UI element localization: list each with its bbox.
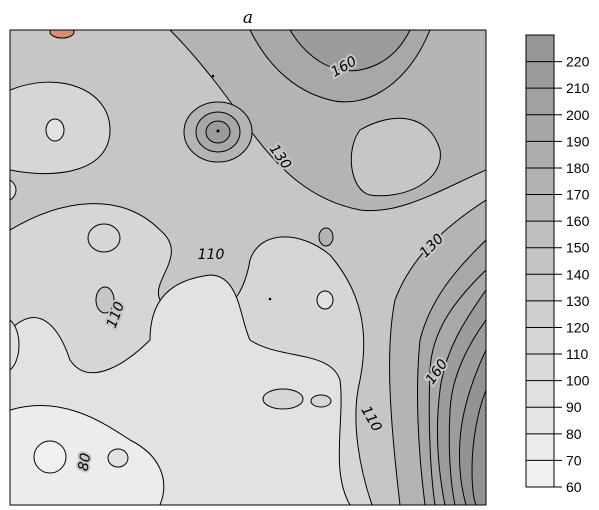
colorbar-band — [526, 35, 554, 62]
colorbar-band — [526, 88, 554, 116]
colorbar-band — [526, 274, 554, 302]
colorbar-tick-label: 110 — [566, 346, 589, 362]
colorbar-tick-label: 140 — [566, 266, 590, 282]
colorbar-tick-label: 80 — [566, 426, 582, 442]
hill-peak — [216, 129, 220, 133]
pocket-1 — [87, 223, 121, 253]
isoline-east-2 — [448, 319, 486, 505]
colorbar-band — [526, 167, 554, 195]
colorbar-tick-label: 120 — [566, 319, 590, 335]
colorbar-tick-label: 150 — [566, 240, 590, 256]
colorbar-tick-label: 180 — [566, 160, 590, 176]
colorbar-tick-label: 190 — [566, 133, 590, 149]
colorbar-tick-label: 160 — [566, 213, 590, 229]
colorbar-band — [526, 354, 554, 381]
hot-spot — [49, 30, 75, 39]
point-marker-2 — [268, 297, 272, 301]
pocket-4 — [95, 286, 115, 314]
colorbar-band — [526, 247, 554, 275]
isoline-east-3 — [471, 389, 486, 505]
colorbar-band — [526, 407, 554, 435]
pocket-5 — [262, 388, 304, 410]
region-80 — [10, 405, 165, 505]
colorbar-tick-label: 220 — [566, 54, 590, 70]
pocket-8 — [33, 440, 67, 474]
colorbar-band — [526, 327, 554, 355]
region-upper-left-core — [45, 118, 65, 142]
colorbar-tick-label: 130 — [566, 293, 590, 309]
colorbar-tick-label: 170 — [566, 187, 590, 203]
colorbar-band — [526, 300, 554, 328]
chart-title: a — [243, 8, 253, 28]
pocket-3 — [316, 290, 334, 310]
colorbar-tick-label: 70 — [566, 452, 582, 468]
pocket-2 — [318, 227, 334, 247]
point-marker-1 — [211, 74, 215, 78]
colorbar-band — [526, 194, 554, 222]
isoline-east-1 — [428, 269, 486, 505]
colorbar-band — [526, 61, 554, 89]
pocket-7 — [107, 448, 129, 468]
pocket-6 — [310, 394, 332, 408]
colorbar-tick-label: 210 — [566, 80, 590, 96]
colorbar-band — [526, 114, 554, 142]
colorbar-tick-label: 200 — [566, 107, 590, 123]
contour-label: 110 — [198, 247, 225, 263]
colorbar-band — [526, 141, 554, 169]
colorbar-tick-label: 100 — [566, 373, 590, 389]
colorbar-tick-label: 90 — [566, 399, 582, 415]
colorbar-band — [526, 460, 554, 488]
region-northeast-pocket — [350, 117, 441, 197]
colorbar-band — [526, 433, 554, 461]
region-190-east — [458, 349, 486, 505]
colorbar: 60 70 80 90 100 110 120 130 140 150 160 170 180 190 20… — [525, 34, 590, 495]
plot-frame — [9, 29, 487, 506]
region-160-north — [289, 30, 411, 72]
contour-label: 80 — [76, 452, 95, 472]
colorbar-tick-label: 60 — [566, 479, 582, 495]
colorbar-band — [526, 380, 554, 408]
colorbar-band — [526, 221, 554, 249]
